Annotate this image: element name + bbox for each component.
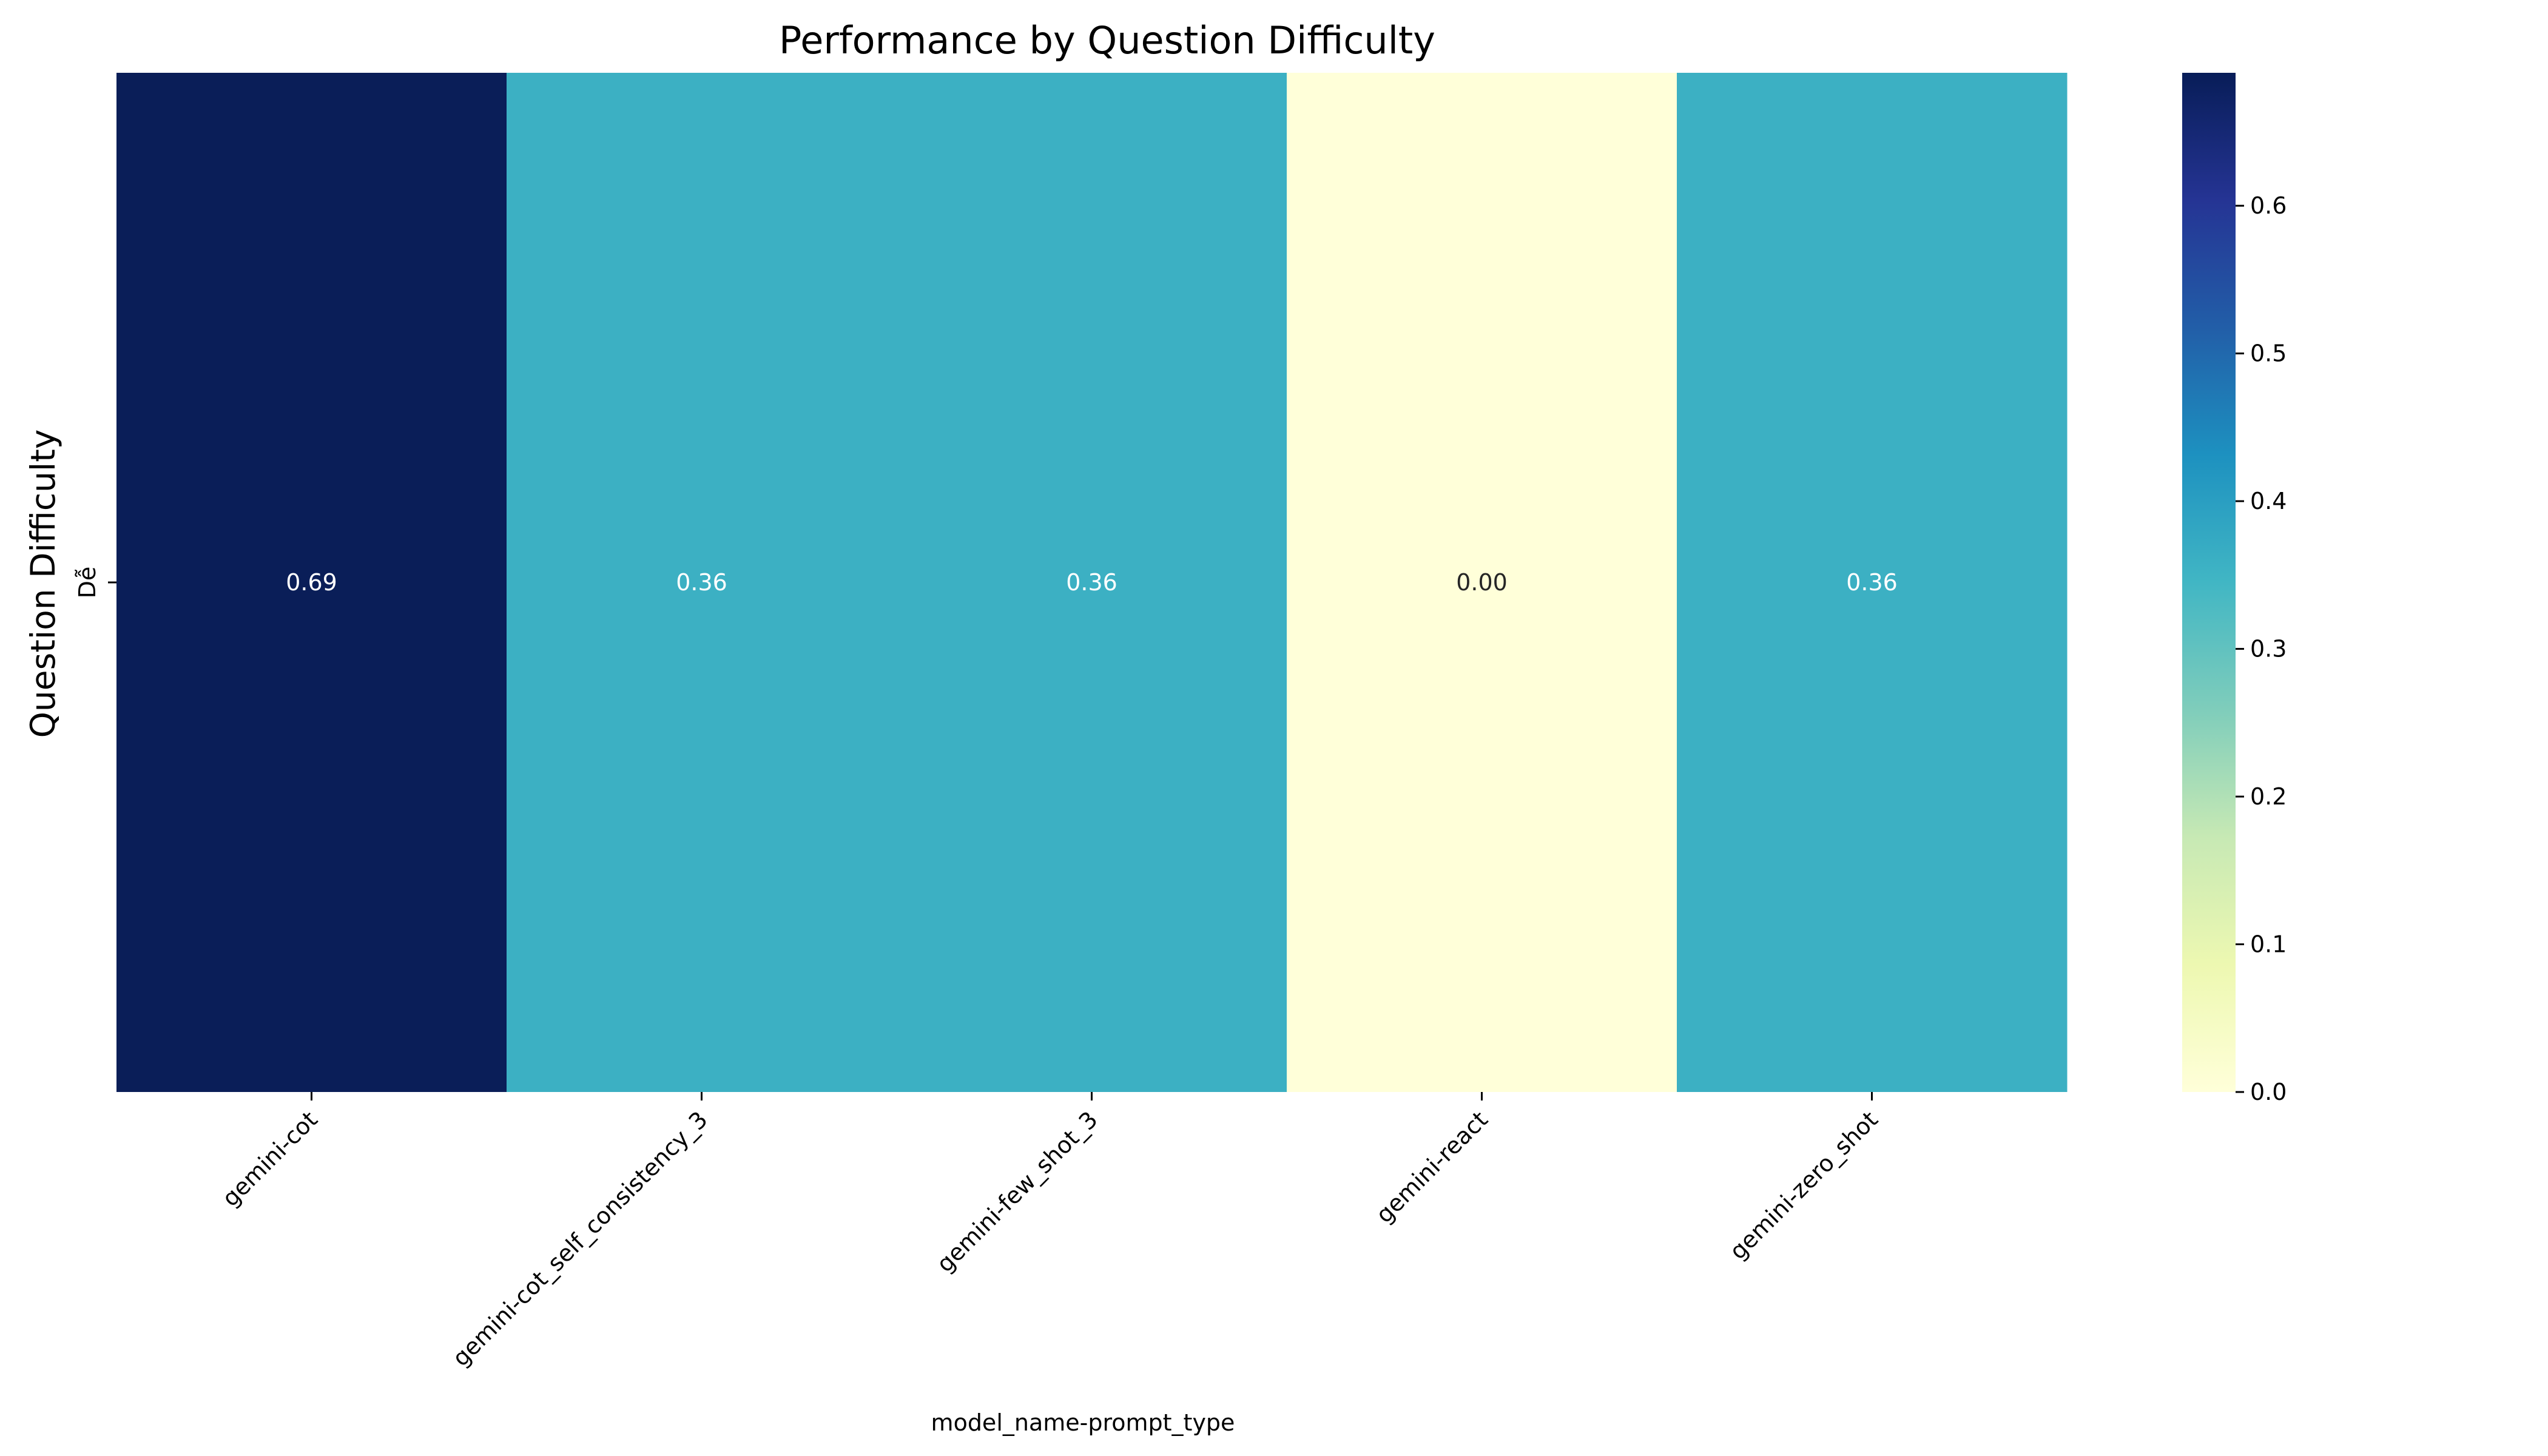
colorbar-tick-label: 0.5 xyxy=(2250,340,2287,367)
heatmap-cell xyxy=(507,73,897,1092)
cell-value-label: 0.36 xyxy=(676,569,727,596)
colorbar-tick-label: 0.2 xyxy=(2250,783,2287,810)
heatmap-cell-labels: 0.69 0.36 0.36 0.00 0.36 xyxy=(286,569,1898,596)
x-tick-label: gemini-cot xyxy=(217,1106,323,1212)
colorbar-tick-label: 0.4 xyxy=(2250,488,2287,514)
heatmap-cell xyxy=(897,73,1287,1092)
colorbar-gradient xyxy=(2182,73,2236,1092)
x-tick-label: gemini-zero_shot xyxy=(1724,1106,1883,1265)
heatmap-cell xyxy=(1677,73,2068,1092)
x-axis: gemini-cot gemini-cot_self_consistency_3 g… xyxy=(217,1092,1883,1372)
x-tick-label: gemini-react xyxy=(1371,1106,1493,1228)
y-tick-label: Dễ xyxy=(74,567,101,599)
x-tick-label: gemini-cot_self_consistency_3 xyxy=(447,1106,713,1372)
y-axis-label: Question Difficulty xyxy=(24,430,62,738)
heatmap-cell xyxy=(1287,73,1677,1092)
cell-value-label: 0.00 xyxy=(1456,569,1508,596)
colorbar-ticks: 0.0 0.1 0.2 0.3 0.4 0.5 0.6 xyxy=(2236,192,2287,1105)
x-tick-label: gemini-few_shot_3 xyxy=(931,1106,1102,1277)
cell-value-label: 0.69 xyxy=(286,569,337,596)
colorbar: 0.0 0.1 0.2 0.3 0.4 0.5 0.6 xyxy=(2182,73,2287,1105)
heatmap-cells xyxy=(116,73,2068,1092)
cell-value-label: 0.36 xyxy=(1846,569,1898,596)
colorbar-tick-label: 0.0 xyxy=(2250,1079,2287,1105)
colorbar-tick-label: 0.6 xyxy=(2250,192,2287,219)
heatmap-cell xyxy=(116,73,507,1092)
y-axis: Dễ xyxy=(74,567,116,599)
colorbar-tick-label: 0.1 xyxy=(2250,931,2287,958)
colorbar-tick-label: 0.3 xyxy=(2250,636,2287,662)
chart-title: Performance by Question Difficulty xyxy=(779,18,1435,62)
x-axis-label: model_name-prompt_type xyxy=(931,1409,1235,1436)
cell-value-label: 0.36 xyxy=(1066,569,1117,596)
